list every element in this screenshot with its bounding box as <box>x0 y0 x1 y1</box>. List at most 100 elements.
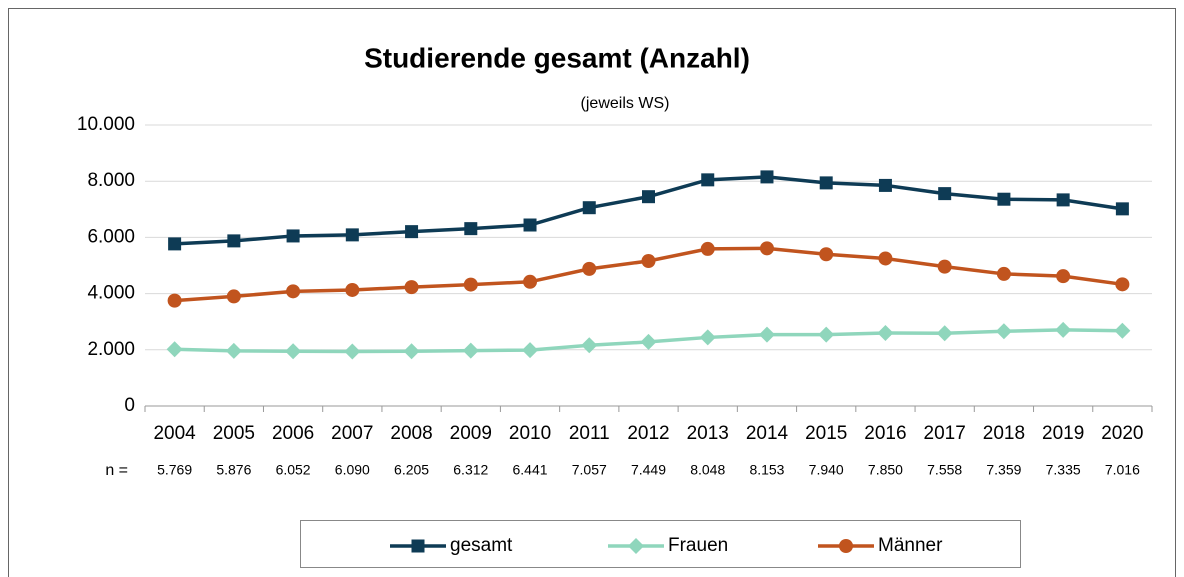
n-value-label: 6.205 <box>394 462 429 478</box>
chart-title: Studierende gesamt (Anzahl) <box>364 42 750 73</box>
y-tick-label: 8.000 <box>87 170 135 191</box>
x-tick-label: 2016 <box>864 423 906 444</box>
point <box>225 342 242 359</box>
point <box>818 326 835 343</box>
point <box>1055 321 1072 338</box>
point <box>759 241 774 256</box>
x-tick-label: 2010 <box>509 423 551 444</box>
point <box>403 343 420 360</box>
x-tick-label: 2015 <box>805 423 847 444</box>
point <box>995 323 1012 340</box>
point <box>642 190 655 204</box>
legend-label: Frauen <box>668 535 728 556</box>
x-tick-label: 2013 <box>687 423 729 444</box>
x-tick-label: 2020 <box>1101 423 1143 444</box>
y-tick-label: 0 <box>124 395 135 416</box>
x-tick-label: 2019 <box>1042 423 1084 444</box>
point <box>936 325 953 342</box>
x-tick-label: 2014 <box>746 423 789 444</box>
n-label: n = <box>105 462 128 479</box>
point <box>405 225 419 239</box>
point <box>819 247 834 262</box>
point <box>701 173 715 187</box>
point <box>523 274 538 289</box>
n-value-label: 7.057 <box>572 462 607 478</box>
legend-marker <box>839 539 853 553</box>
point <box>166 341 183 358</box>
point <box>758 326 775 343</box>
n-value-label: 7.335 <box>1046 462 1081 478</box>
x-tick-label: 2005 <box>213 423 255 444</box>
n-value-label: 7.449 <box>631 462 666 478</box>
frame <box>8 8 1176 577</box>
point <box>1056 193 1070 207</box>
x-tick-label: 2007 <box>331 423 373 444</box>
x-tick-label: 2017 <box>924 423 966 444</box>
n-value-label: 8.153 <box>749 462 784 478</box>
n-value-label: 6.090 <box>335 462 370 478</box>
point <box>523 218 537 232</box>
point <box>167 293 182 308</box>
point <box>937 259 952 274</box>
x-tick-label: 2018 <box>983 423 1025 444</box>
point <box>345 282 360 297</box>
legend-label: gesamt <box>450 535 513 556</box>
n-value-label: 8.048 <box>690 462 725 478</box>
point <box>699 329 716 346</box>
point <box>344 343 361 360</box>
point <box>997 192 1011 206</box>
x-tick-label: 2009 <box>450 423 492 444</box>
x-tick-label: 2012 <box>627 423 669 444</box>
point <box>1056 269 1071 284</box>
point <box>760 170 774 184</box>
point <box>1115 277 1130 292</box>
n-value-label: 6.052 <box>276 462 311 478</box>
point <box>285 343 302 360</box>
n-value-label: 7.940 <box>809 462 844 478</box>
legend-marker <box>411 539 425 553</box>
y-tick-label: 2.000 <box>87 339 135 360</box>
legend-marker <box>628 538 644 554</box>
n-value-label: 7.359 <box>986 462 1021 478</box>
n-value-label: 6.441 <box>513 462 548 478</box>
point <box>877 324 894 341</box>
point <box>168 237 182 251</box>
point <box>819 176 833 190</box>
legend-label: Männer <box>878 535 943 556</box>
point <box>1114 322 1131 339</box>
point <box>878 251 893 266</box>
point <box>582 201 596 215</box>
point <box>1115 202 1129 216</box>
x-tick-label: 2006 <box>272 423 314 444</box>
point <box>345 228 359 242</box>
point <box>226 289 241 304</box>
n-value-label: 7.016 <box>1105 462 1140 478</box>
y-tick-label: 6.000 <box>87 226 135 247</box>
x-tick-label: 2004 <box>153 423 196 444</box>
x-tick-label: 2008 <box>390 423 432 444</box>
point <box>462 342 479 359</box>
n-value-label: 5.769 <box>157 462 192 478</box>
point <box>996 266 1011 281</box>
point <box>404 280 419 295</box>
n-value-label: 7.558 <box>927 462 962 478</box>
point <box>641 254 656 269</box>
n-value-label: 7.850 <box>868 462 903 478</box>
y-tick-label: 10.000 <box>77 114 135 135</box>
point <box>522 342 539 359</box>
series-line <box>174 175 1123 246</box>
point <box>286 284 301 299</box>
point <box>582 261 597 276</box>
chart-subtitle: (jeweils WS) <box>581 95 670 112</box>
point <box>938 187 952 201</box>
point <box>581 337 598 354</box>
point <box>286 229 300 243</box>
point <box>700 241 715 256</box>
point <box>878 178 892 192</box>
n-value-label: 5.876 <box>216 462 251 478</box>
point <box>640 333 657 350</box>
y-tick-label: 4.000 <box>87 283 135 304</box>
point <box>463 277 478 292</box>
point <box>464 222 478 236</box>
